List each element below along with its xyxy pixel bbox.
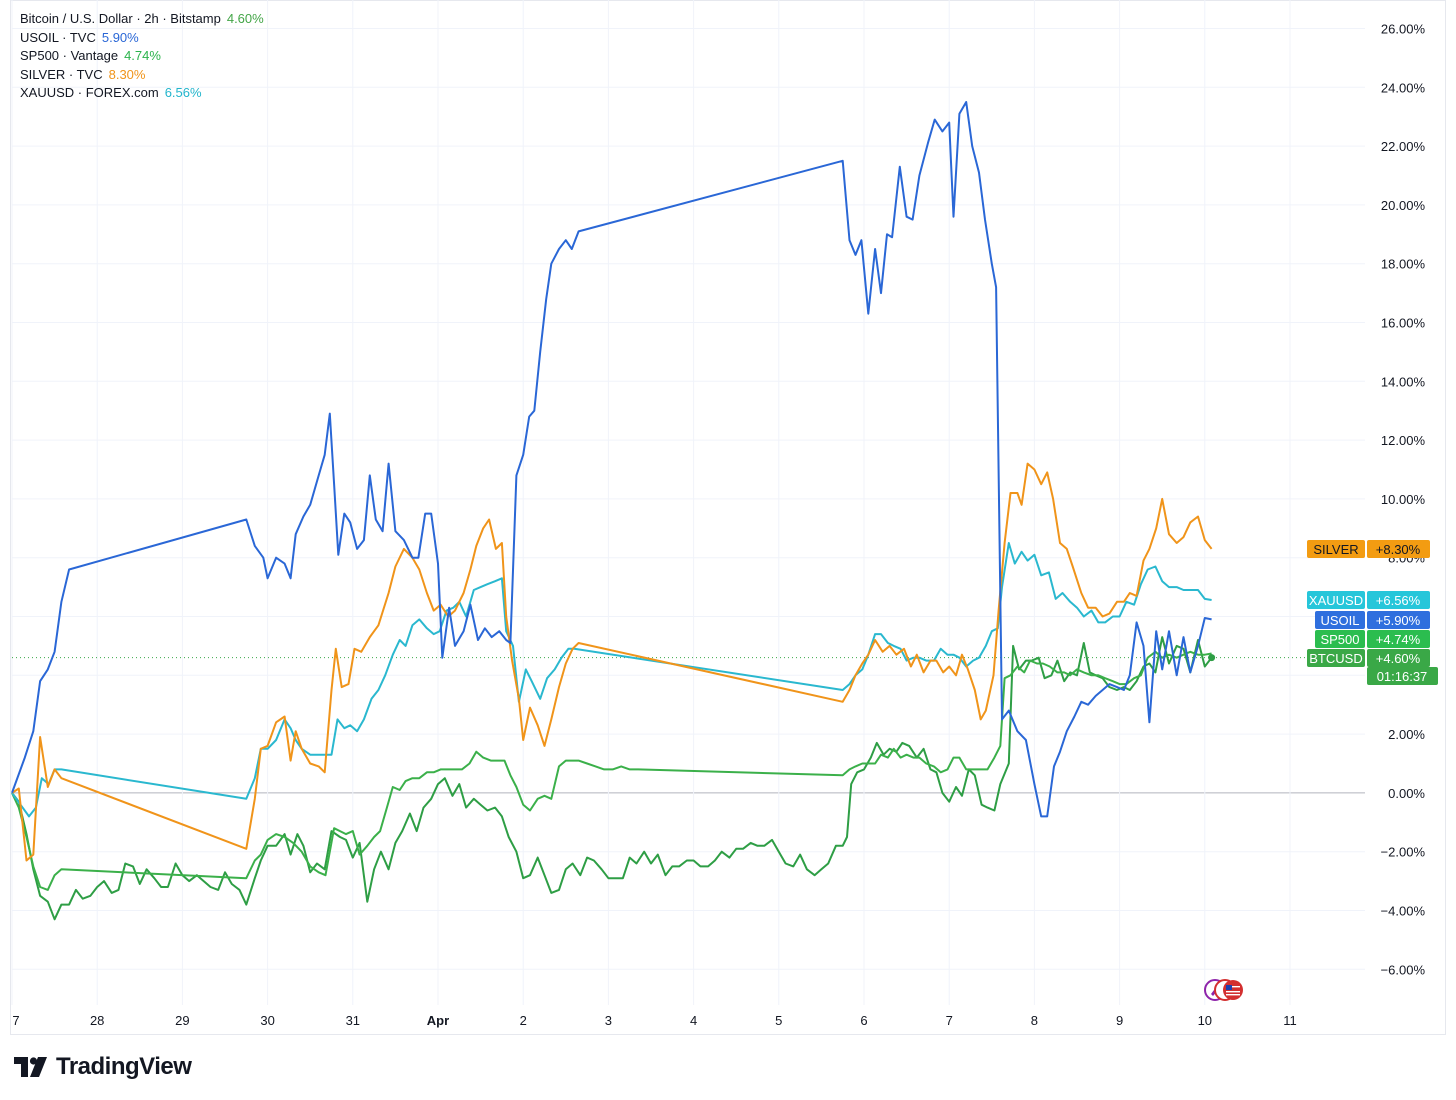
y-tick-label: 20.00% [1381,198,1426,213]
countdown-bg [1367,667,1438,685]
x-tick-label: 9 [1116,1013,1123,1028]
tradingview-logo-icon [14,1057,47,1077]
y-tick-label: −6.00% [1381,962,1426,977]
price-tag-name-bg [1315,630,1365,648]
chart-canvas[interactable]: 26.00%24.00%22.00%20.00%18.00%16.00%14.0… [0,0,1456,1040]
btc-last-dot [1208,654,1216,662]
y-axis: 26.00% 24.00% 22.00% 20.00% 18.00% 16.00% 14.0… [1381,22,1426,978]
price-tag-usoil: USOIL +5.90% [1315,611,1430,629]
y-tick-label: 0.00% [1388,786,1425,801]
price-tag-value-bg [1367,540,1430,558]
price-tag-name: BTCUSD [1309,651,1362,666]
x-tick-label: 2 [520,1013,527,1028]
price-tag-name-bg [1315,611,1365,629]
legend-item-sp500[interactable]: SP500 · Vantage 4.74% [20,47,264,66]
tradingview-logo[interactable]: TradingView [14,1052,192,1082]
price-tags: SILVER +8.30% XAUUSD +6.56% USOIL +5.90% SP500… [1307,540,1438,685]
x-axis: 7 28 29 30 31 Apr 2 3 4 5 6 7 8 9 10 11 [12,1013,1296,1028]
price-tag-value: +4.60% [1376,651,1421,666]
price-tag-xauusd: XAUUSD +6.56% [1307,591,1430,609]
price-tag-value: +8.30% [1376,542,1421,557]
chart-frame [10,0,1446,1035]
series-line-xauusd [11,542,1212,818]
price-tag-name-bg [1307,540,1365,558]
legend-item-value: 5.90% [101,29,139,45]
price-tag-name: SP500 [1320,632,1359,647]
legend-item-usoil[interactable]: USOIL · TVC 5.90% [20,29,264,48]
series-line-sp500 [11,650,1212,891]
x-tick-label: 29 [175,1013,189,1028]
countdown-tag: 01:16:37 [1367,667,1438,685]
series-line-btcusd [11,636,1213,921]
x-tick-label: Apr [427,1013,449,1028]
x-tick-label: 31 [346,1013,360,1028]
flag-icons[interactable] [1203,978,1251,1002]
y-tick-label: 12.00% [1381,433,1426,448]
legend-item-value: 6.56% [164,85,202,100]
legend-item-xauusd[interactable]: XAUUSD · FOREX.com 6.56% [20,84,264,103]
grid-layer [11,0,1365,1005]
y-tick-label: −2.00% [1381,845,1426,860]
price-tag-value-bg [1367,611,1430,629]
legend-item-value: 4.74% [124,48,161,63]
legend-item-label: XAUUSD · FOREX.com [20,85,159,100]
legend-item-label: Bitcoin / U.S. Dollar · 2h · Bitstamp [20,11,221,26]
price-tag-value-bg [1367,649,1430,667]
price-tag-btcusd: BTCUSD +4.60% [1307,649,1430,667]
legend-item-value: 8.30% [108,66,146,82]
y-tick-label: 10.00% [1381,492,1426,507]
legend-item-btcusd[interactable]: Bitcoin / U.S. Dollar · 2h · Bitstamp 4.6… [20,10,264,29]
x-tick-label: 8 [1031,1013,1038,1028]
x-tick-label: 10 [1198,1013,1212,1028]
series-line-usoil [11,101,1212,818]
legend: Bitcoin / U.S. Dollar · 2h · Bitstamp 4.6… [20,10,264,103]
price-tag-name: SILVER [1313,542,1358,557]
x-tick-label: 6 [860,1013,867,1028]
x-tick-label: 4 [690,1013,697,1028]
tradingview-wordmark: TradingView [56,1053,192,1080]
legend-item-label: SILVER · TVC [20,66,103,82]
price-tag-value: +5.90% [1376,613,1421,628]
y-tick-label: −4.00% [1381,904,1426,919]
legend-item-silver[interactable]: SILVER · TVC 8.30% [20,66,264,85]
x-tick-label: 30 [260,1013,274,1028]
price-tag-name: USOIL [1320,613,1359,628]
countdown-text: 01:16:37 [1377,669,1428,684]
legend-item-label: USOIL · TVC [20,29,96,45]
y-tick-label: 2.00% [1388,727,1425,742]
price-tag-name-bg [1307,591,1365,609]
x-tick-label: 5 [775,1013,782,1028]
y-tick-label: 24.00% [1381,80,1426,95]
y-tick-label: 16.00% [1381,316,1426,331]
y-tick-label: 14.00% [1381,374,1426,389]
price-tag-value: +4.74% [1376,632,1421,647]
price-tag-silver: SILVER +8.30% [1307,540,1430,558]
legend-item-value: 4.60% [226,11,264,26]
x-tick-label: 3 [605,1013,612,1028]
price-tag-value: +6.56% [1376,593,1421,608]
series-layer [11,101,1216,921]
series-line-silver [11,462,1213,862]
price-tag-value-bg [1367,591,1430,609]
price-tag-sp500: SP500 +4.74% [1315,630,1430,648]
x-tick-label: 11 [1283,1013,1297,1028]
x-tick-label: 7 [12,1013,19,1028]
price-tag-value-bg [1367,630,1430,648]
legend-item-label: SP500 · Vantage [20,48,119,63]
y-tick-label: 26.00% [1381,22,1426,37]
x-tick-label: 7 [946,1013,953,1028]
x-tick-label: 28 [90,1013,104,1028]
y-tick-label: 22.00% [1381,139,1426,154]
y-tick-label: 18.00% [1381,257,1426,272]
price-tag-name: XAUUSD [1309,593,1363,608]
price-tag-name-bg [1307,649,1365,667]
